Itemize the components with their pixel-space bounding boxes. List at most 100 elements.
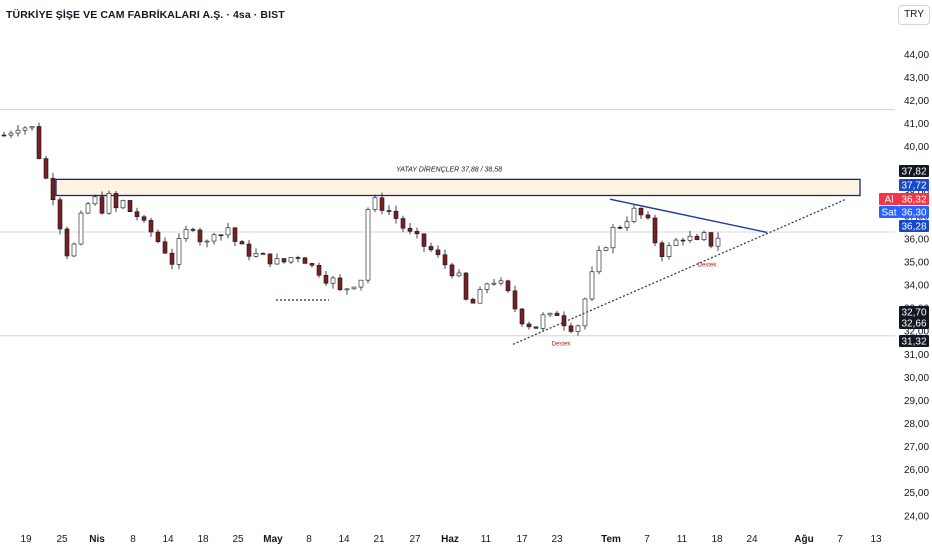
candle-body: [477, 289, 483, 304]
candle-body: [288, 257, 294, 263]
candle-body: [85, 203, 91, 214]
candle-body: [393, 210, 399, 219]
candle-body: [589, 271, 595, 300]
candle-body: [554, 312, 560, 316]
x-tick-label: 23: [551, 534, 563, 545]
candle-body: [652, 217, 658, 244]
x-tick-label: Tem: [601, 534, 621, 545]
y-tick-label: 40,00: [904, 142, 929, 153]
candle-body: [358, 279, 364, 288]
price-tag-value: 36,28: [901, 222, 926, 233]
candle-body: [372, 197, 378, 210]
candle-body: [596, 250, 602, 273]
candle-body: [610, 227, 616, 249]
candles: [1, 122, 721, 336]
y-tick-label: 28,00: [904, 419, 929, 430]
price-axis[interactable]: 24,00 25,00 26,00 27,00 28,00 29,00 30,00 31,00…: [904, 50, 929, 522]
horizontal-levels: [0, 109, 895, 337]
candle-body: [22, 127, 28, 131]
y-tick-label: 24,00: [904, 511, 929, 522]
time-axis[interactable]: 19 25 Nis 8 14 18 25 May 8 14 21 27 Haz 11 17 23 Tem 7 11 1…: [20, 534, 882, 545]
candle-body: [673, 239, 679, 246]
candle-body: [43, 158, 49, 179]
candle-body: [344, 288, 350, 291]
candle-body: [512, 290, 518, 310]
candle-body: [351, 286, 357, 290]
candle-body: [8, 132, 14, 136]
x-tick-label: 7: [644, 534, 650, 545]
resistance-zone: [55, 178, 861, 197]
candle-body: [15, 129, 21, 134]
candle-body: [617, 227, 623, 229]
currency-button[interactable]: TRY: [898, 5, 930, 25]
candle-body: [694, 235, 700, 241]
price-tag-value: 37,72: [901, 181, 926, 192]
price-tag-prefix: [879, 193, 899, 205]
price-tag-prefix-text: Sat: [881, 208, 896, 219]
x-tick-label: 8: [306, 534, 312, 545]
zone-label: YATAY DİRENÇLER 37,88 / 38,58: [396, 165, 502, 173]
candle-body: [561, 315, 567, 327]
candle-body: [638, 207, 644, 216]
candle-body: [29, 126, 35, 129]
candle-body: [687, 235, 693, 241]
price-tags: 37,82 37,72 Al 36,32 Sat 36,30 36,28 32,7032,66…: [879, 165, 929, 348]
x-tick-label: 18: [197, 534, 209, 545]
candle-body: [505, 280, 511, 292]
x-tick-label: 27: [409, 534, 421, 545]
price-tag-value: 36,32: [901, 195, 926, 206]
candle-body: [225, 227, 231, 236]
x-tick-label: Nis: [89, 534, 105, 545]
candle-body: [337, 277, 343, 291]
candle-body: [106, 193, 112, 214]
candle-body: [547, 312, 553, 316]
candle-body: [232, 227, 238, 242]
x-tick-label: May: [263, 534, 283, 545]
candle-body: [659, 242, 665, 257]
x-tick-label: 17: [516, 534, 528, 545]
price-tag: [899, 220, 929, 232]
candle-body: [190, 229, 196, 231]
candle-body: [120, 200, 126, 209]
price-tag: [899, 335, 929, 347]
candle-body: [519, 308, 525, 325]
candle-body: [407, 227, 413, 232]
candle-body: [141, 216, 147, 221]
candle-body: [463, 272, 469, 300]
price-tag: [899, 317, 929, 329]
candle-body: [645, 214, 651, 219]
candle-body: [484, 283, 490, 290]
candle-body: [162, 241, 168, 254]
candle-body: [330, 277, 336, 284]
price-tag: [899, 306, 929, 318]
annotations: YATAY DİRENÇLER 37,88 / 38,58 Destek Deste…: [396, 165, 717, 347]
price-tag-value: 32,70: [901, 308, 926, 319]
x-tick-label: 11: [677, 534, 688, 545]
candle-body: [631, 207, 637, 222]
candle-body: [302, 257, 308, 264]
candle-body: [281, 258, 287, 263]
y-tick-label: 42,00: [904, 96, 929, 107]
y-tick-label: 44,00: [904, 50, 929, 61]
y-tick-label: 43,00: [904, 73, 929, 84]
chart-title: TÜRKİYE ŞİŞE VE CAM FABRİKALARI A.Ş. · 4…: [6, 9, 285, 21]
rising-support-line: [512, 198, 847, 345]
y-tick-label: 35,00: [904, 257, 929, 268]
candle-body: [50, 177, 56, 201]
candle-body: [533, 326, 539, 329]
candle-body: [204, 240, 210, 243]
candle-body: [680, 239, 686, 242]
y-tick-label: 36,00: [904, 234, 929, 245]
y-tick-label: 34,00: [904, 281, 929, 292]
candle-body: [295, 257, 301, 259]
x-tick-label: 7: [837, 534, 843, 545]
x-tick-label: 13: [870, 534, 882, 545]
candle-body: [78, 212, 84, 245]
y-tick-label: 30,00: [904, 373, 929, 384]
y-tick-label: 41,00: [904, 119, 929, 130]
x-tick-label: 8: [130, 534, 136, 545]
candle-body: [456, 272, 462, 277]
candle-body: [316, 264, 322, 276]
candle-body: [71, 243, 77, 257]
